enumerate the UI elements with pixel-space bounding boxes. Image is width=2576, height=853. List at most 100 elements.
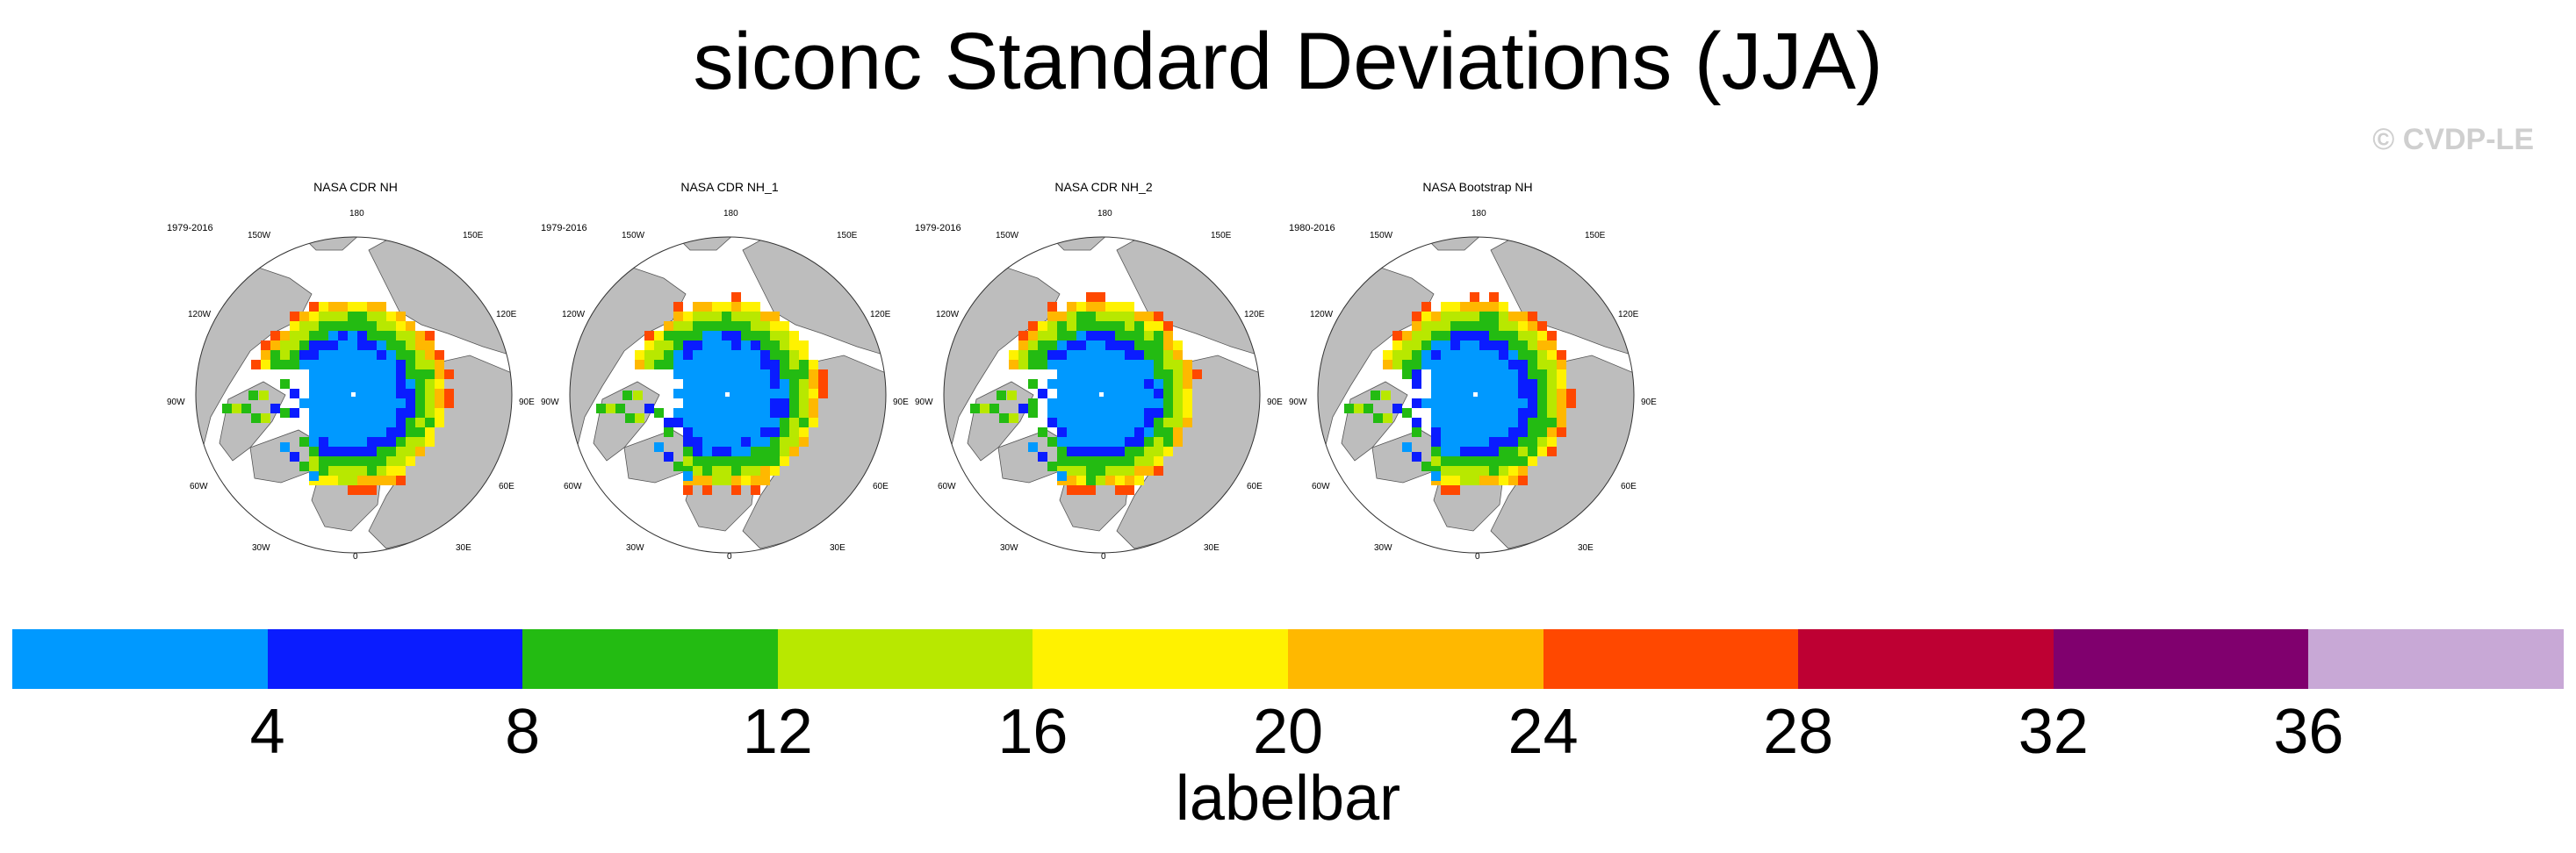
ice-cell (1450, 408, 1460, 418)
ice-cell (1431, 350, 1441, 360)
ice-cell (1479, 389, 1489, 398)
ice-cell (1499, 466, 1508, 476)
ice-cell (683, 350, 693, 360)
pole-hole (1473, 392, 1478, 397)
ice-cell (319, 350, 328, 360)
ice-cell (780, 427, 789, 437)
map-boundary (1317, 236, 1635, 554)
ice-cell (1154, 466, 1163, 476)
ice-cell (328, 302, 338, 312)
ice-cell (1470, 340, 1479, 350)
ice-cell (348, 456, 357, 466)
ice-cell (425, 369, 435, 379)
ice-cell (1105, 389, 1115, 398)
ice-cell (425, 340, 435, 350)
ice-cell (1115, 398, 1125, 408)
ice-cell (809, 398, 818, 408)
ice-cell (1460, 350, 1470, 360)
ice-cell (1508, 476, 1518, 485)
ice-cell (396, 437, 406, 447)
ice-cell (338, 350, 348, 360)
ice-cell (644, 340, 654, 350)
ice-cell (1441, 418, 1450, 427)
ice-cell (280, 340, 290, 350)
ice-cell (1412, 398, 1421, 408)
ice-cell (377, 398, 386, 408)
ice-cell (799, 398, 809, 408)
ice-cell (406, 350, 415, 360)
ice-cell (290, 321, 299, 331)
ice-cell (367, 476, 377, 485)
ice-cell (1460, 418, 1470, 427)
ice-cell (1441, 360, 1450, 369)
ice-cell (1105, 437, 1115, 447)
ice-cell (270, 360, 280, 369)
ice-cell (1154, 379, 1163, 389)
ice-cell (1528, 389, 1537, 398)
ice-cell (1431, 331, 1441, 340)
ice-cell (770, 437, 780, 447)
ice-cell (1125, 427, 1134, 437)
ice-cell (809, 418, 818, 427)
ice-cell (348, 360, 357, 369)
ice-cell (799, 379, 809, 389)
ice-cell (319, 331, 328, 340)
ice-cell (1125, 408, 1134, 418)
ice-cell (683, 312, 693, 321)
ice-cell (751, 447, 760, 456)
ice-cell (1086, 466, 1096, 476)
ice-cell (406, 418, 415, 427)
ice-cell (1441, 427, 1450, 437)
map-panel: NASA CDR NH_2 1979-2016 180 150W 150E 120W 120… (915, 180, 1292, 562)
ice-cell (664, 350, 673, 360)
ice-cell (367, 350, 377, 360)
ice-cell (270, 350, 280, 360)
ice-cell (1154, 331, 1163, 340)
ice-cell (1518, 476, 1528, 485)
ice-cell (673, 462, 683, 471)
ice-cell (377, 302, 386, 312)
ice-cell (702, 466, 712, 476)
ice-cell (731, 456, 741, 466)
ice-cell (693, 476, 702, 485)
ice-cell (319, 312, 328, 321)
ice-cell (299, 331, 309, 340)
ice-cell (1086, 369, 1096, 379)
land-mass (672, 237, 735, 251)
ice-cell (1441, 447, 1450, 456)
ice-cell (712, 447, 722, 456)
ice-cell (1057, 389, 1067, 398)
ice-cell (741, 312, 751, 321)
ice-cell (809, 360, 818, 369)
ice-cell (1183, 369, 1192, 379)
ice-cell (751, 476, 760, 485)
ice-cell (1421, 360, 1431, 369)
ice-cell (319, 360, 328, 369)
ice-cell (1518, 340, 1528, 350)
ice-cell (722, 350, 731, 360)
ice-cell (1450, 476, 1460, 485)
ice-cell (789, 360, 799, 369)
ice-cell (741, 302, 751, 312)
ice-cell (760, 331, 770, 340)
polar-map (569, 236, 887, 554)
labelbar-tick: 16 (997, 697, 1069, 767)
ice-cell (1479, 456, 1489, 466)
ice-cell (396, 350, 406, 360)
ice-cell (1086, 408, 1096, 418)
ice-cell (1028, 379, 1038, 389)
ice-cell (328, 350, 338, 360)
ice-cell (635, 360, 644, 369)
ice-cell (809, 379, 818, 389)
ice-cell (367, 427, 377, 437)
ice-cell (751, 408, 760, 418)
ice-cell (780, 360, 789, 369)
ice-cell (1096, 312, 1105, 321)
ice-cell (348, 379, 357, 389)
ice-cell (1173, 340, 1183, 350)
ice-cell (319, 466, 328, 476)
ice-cell (731, 418, 741, 427)
ice-cell (780, 369, 789, 379)
ice-cell (731, 369, 741, 379)
ice-cell (770, 408, 780, 418)
